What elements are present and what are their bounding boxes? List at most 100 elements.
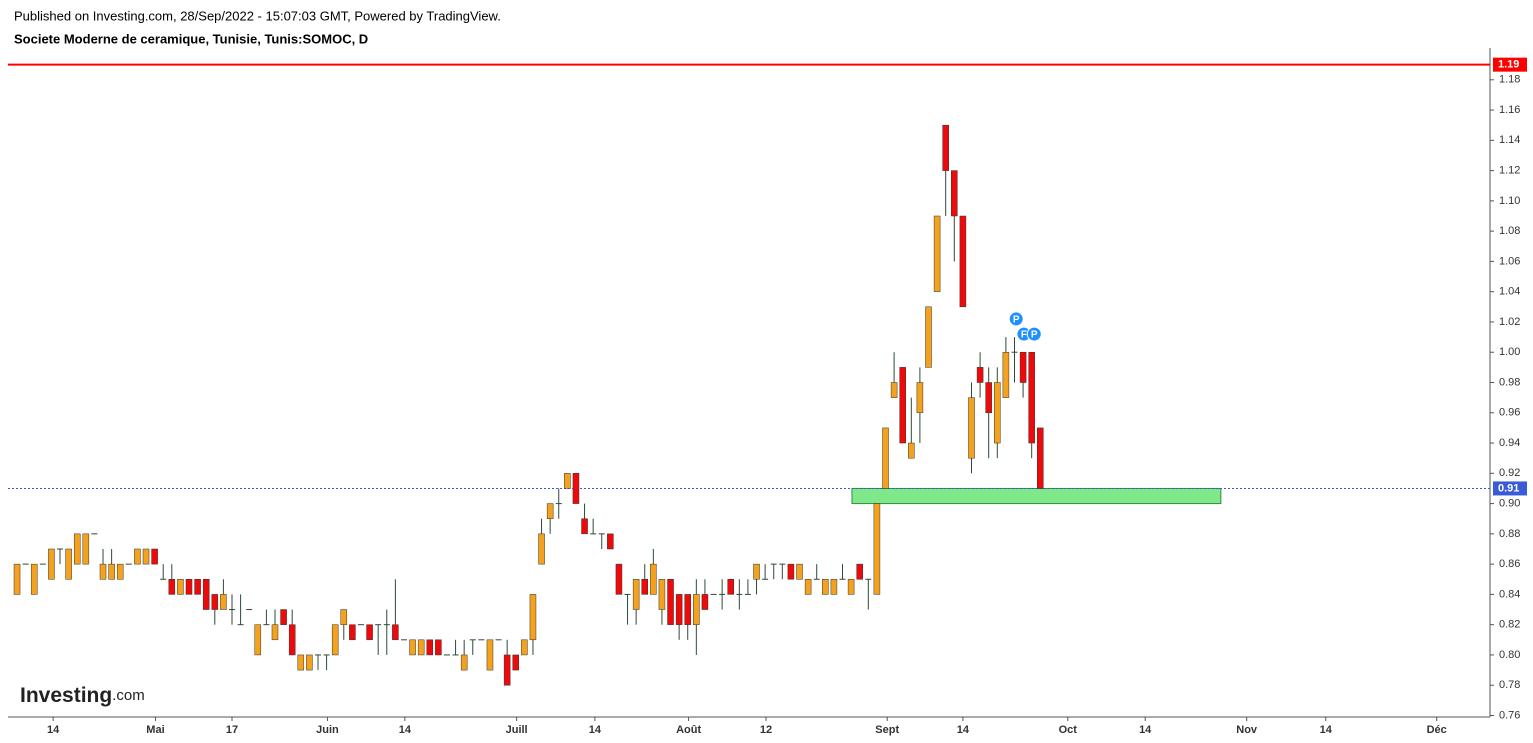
candle-body [1002,351,1010,398]
candle-body [349,624,356,641]
y-tick-label: 1.18 [1499,74,1520,86]
candle-body [1037,427,1044,489]
candle-body [564,473,571,489]
candle-body [890,382,898,398]
candle-body [512,654,520,671]
candle-body [340,609,348,625]
candle-body [134,548,141,565]
x-tick-label: 14 [1139,724,1152,736]
price-label: 1.19 [1498,59,1519,71]
y-tick-label: 0.82 [1499,619,1520,631]
x-tick-label: 14 [1320,724,1333,736]
candle-body [306,654,313,671]
candle-body [280,609,287,625]
y-tick-label: 0.88 [1499,528,1520,540]
candle-body [1019,351,1027,383]
y-tick-label: 1.06 [1499,255,1520,267]
candle-body [994,382,1001,444]
candle-body [142,548,150,565]
candle-body [847,579,855,595]
candle-body [727,579,734,595]
candle-body [108,563,115,580]
x-tick-label: Nov [1236,724,1258,736]
candle-body [787,563,795,580]
price-label-box [1493,481,1527,496]
y-tick-label: 0.76 [1499,709,1520,721]
candle-body [701,594,709,610]
candle-body [581,518,588,535]
y-tick-label: 1.16 [1499,104,1520,116]
candle-body [30,563,38,595]
candle-body [538,533,545,565]
candle-body [641,579,648,595]
candle-body [572,473,580,504]
x-tick-label: Déc [1427,724,1447,736]
candle-body [521,639,528,656]
candle-body [822,579,829,595]
candle-body [13,563,21,595]
candle-body [220,594,227,610]
candle-body [693,594,700,625]
x-tick-label: Mai [146,724,164,736]
event-label: F [1021,330,1027,341]
y-tick-label: 0.94 [1499,437,1520,449]
y-tick-label: 0.84 [1499,588,1520,600]
y-tick-label: 0.80 [1499,649,1520,661]
candle-body [985,382,992,414]
candle-body [73,533,81,565]
candle-body [607,533,614,550]
candle-body [529,594,537,641]
x-tick-label: 14 [957,724,970,736]
x-tick-label: 17 [226,724,238,736]
candle-body [899,367,906,444]
y-tick-label: 1.00 [1499,346,1520,358]
event-label: P [1013,315,1020,326]
candle-body [804,579,812,595]
y-tick-label: 1.10 [1499,195,1520,207]
candle-body [254,624,262,656]
candle-body [297,654,305,671]
x-tick-label: Juin [316,724,339,736]
x-tick-label: 14 [47,724,60,736]
candle-body [116,563,124,580]
candle-body [460,654,468,671]
x-tick-label: 14 [589,724,602,736]
logo: Investing.com [20,684,145,707]
candle-body [933,215,941,292]
candle-body [753,563,760,580]
candle-body [951,170,958,217]
candle-body [684,594,691,625]
candle-body [202,579,210,610]
x-tick-label: Août [676,724,701,736]
candle-body [271,624,279,641]
candle-body [366,624,373,641]
x-tick-label: 12 [760,724,772,736]
candle-body [856,563,863,580]
candle-body [185,579,193,595]
y-tick-label: 1.08 [1499,225,1520,237]
zone [851,487,1222,505]
x-tick-label: 14 [399,724,412,736]
event-marker [1008,311,1024,327]
candle-body [873,503,881,595]
candle-body [82,533,90,565]
y-tick-label: 0.86 [1499,558,1520,570]
y-tick-label: 0.78 [1499,679,1520,691]
candle-body [211,594,219,610]
candle-body [503,654,511,686]
candle-body [968,397,975,459]
candle-body [392,624,399,641]
logo-suffix: .com [112,687,145,704]
x-tick-label: Sept [875,724,899,736]
candle-body [830,579,838,595]
candle-body [916,382,924,414]
x-tick-label: Oct [1059,724,1078,736]
candle-body [667,579,674,625]
y-tick-label: 1.12 [1499,165,1520,177]
candle-body [908,442,915,459]
candle-body [632,579,640,610]
candle-body [925,306,932,368]
logo-brand: Investing [20,684,112,707]
